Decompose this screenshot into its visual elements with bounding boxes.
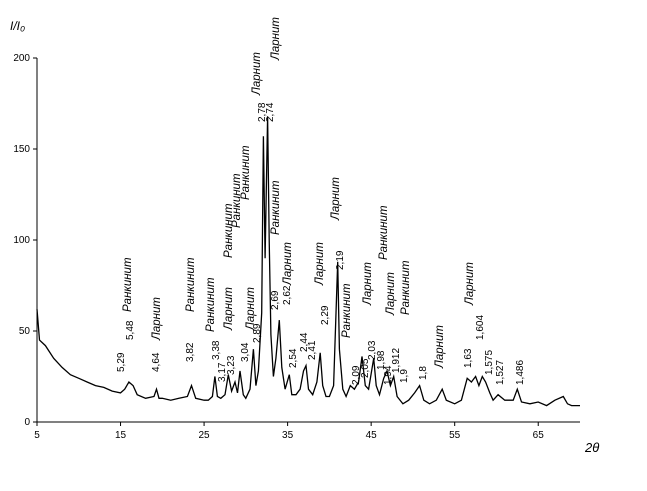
y-tick-label: 50 (19, 326, 31, 337)
x-axis-label: 2θ (584, 440, 599, 455)
peak-label: 2,05 (360, 358, 371, 378)
peak-label: 2,19 (335, 250, 346, 270)
peak-label: 1,527 (495, 360, 506, 385)
peak-label: 3,17 (217, 362, 228, 382)
peak-label: 2,78 (257, 102, 268, 122)
peak-label: 1,9 (399, 369, 410, 383)
peak-label: 1,604 (475, 315, 486, 340)
peak-label: 3,04 (240, 342, 251, 362)
phase-label: Ранкинит (378, 205, 390, 260)
peak-label: 1,94 (383, 365, 394, 385)
y-tick-label: 200 (13, 53, 30, 64)
x-tick-label: 25 (199, 430, 211, 441)
phase-label: Ларнит (330, 177, 342, 221)
peak-label: 2,41 (307, 340, 318, 360)
phase-label: Ларнит (314, 242, 326, 286)
peak-label: 2,69 (270, 290, 281, 310)
peak-label: 4,64 (151, 352, 162, 372)
peak-label: 2,54 (288, 348, 299, 368)
phase-label: Ранкинит (400, 260, 412, 315)
x-tick-label: 15 (115, 430, 127, 441)
phase-label: Ранкинит (270, 180, 282, 235)
phase-label: Ларнит (270, 17, 282, 61)
spectrum-line (36, 116, 580, 407)
peak-label: 1,486 (515, 360, 526, 385)
phase-label: Ларнит (362, 262, 374, 306)
phase-label: Ларнит (282, 242, 294, 286)
peak-label: 3,38 (211, 340, 222, 360)
y-tick-label: 150 (13, 144, 30, 155)
phase-label: Ранкинит (240, 145, 252, 200)
peak-label: 2,03 (367, 340, 378, 360)
peak-label: 2,89 (252, 323, 263, 343)
phase-label: Ларнит (434, 325, 446, 369)
phase-label: Ларнит (151, 297, 163, 341)
peak-label: 1,575 (484, 350, 495, 375)
phase-label: Ларнит (385, 272, 397, 316)
peak-label: 3,82 (185, 342, 196, 362)
x-tick-label: 45 (366, 430, 378, 441)
phase-label: Ранкинит (341, 283, 353, 338)
peak-label: 5,48 (125, 320, 136, 340)
phase-label: Ларнит (223, 287, 235, 331)
peak-label: 2,74 (265, 102, 276, 122)
peak-label: 1,98 (376, 350, 387, 370)
peak-label: 2,09 (351, 365, 362, 385)
peak-label: 2,29 (320, 305, 331, 325)
peak-label: 2,62 (282, 285, 293, 305)
phase-label: Ранкинит (231, 173, 243, 228)
peak-label: 5,29 (116, 352, 127, 372)
phase-label: Ларнит (464, 262, 476, 306)
x-tick-label: 35 (282, 430, 294, 441)
peak-label: 1,8 (418, 366, 429, 380)
peak-label: 1,63 (463, 348, 474, 368)
y-axis-label: I/I₀ (10, 19, 25, 33)
y-tick-label: 0 (24, 417, 30, 428)
phase-label: Ранкинит (185, 257, 197, 312)
x-tick-label: 5 (34, 430, 40, 441)
y-tick-label: 100 (13, 235, 30, 246)
x-tick-label: 55 (449, 430, 461, 441)
phase-label: Ранкинит (205, 277, 217, 332)
peak-label: 1,912 (391, 348, 402, 373)
phase-label: Ранкинит (122, 257, 134, 312)
x-tick-label: 65 (533, 430, 545, 441)
phase-label: Ларнит (245, 287, 257, 331)
phase-label: Ранкинит (223, 203, 235, 258)
peak-label: 3,23 (226, 355, 237, 375)
phase-label: Ларнит (251, 52, 263, 96)
peak-label: 2,44 (299, 332, 310, 352)
